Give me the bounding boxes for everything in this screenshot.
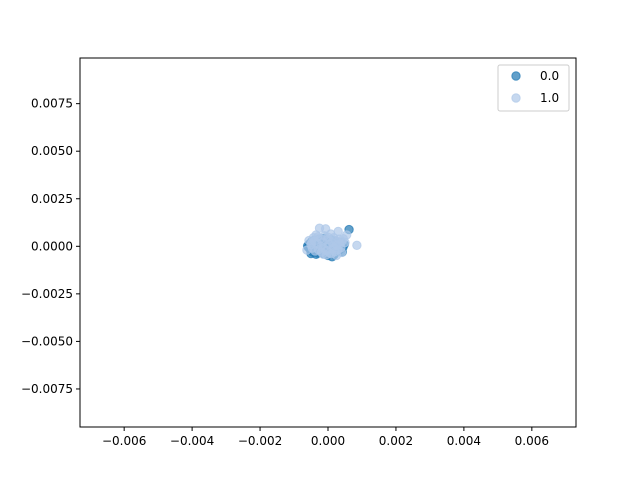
x-tick-label: 0.002 <box>379 434 413 448</box>
y-tick-label: 0.0025 <box>31 192 73 206</box>
legend-label: 1.0 <box>540 91 559 105</box>
data-point-series-1-40 <box>341 230 352 240</box>
points-layer <box>302 223 362 262</box>
data-point-series-1-39 <box>352 240 362 251</box>
y-tick-label: −0.0050 <box>21 334 73 348</box>
axes-layer: −0.006 −0.004 −0.002 0.000 0.002 0.004 0.006 −0… <box>21 57 577 448</box>
legend-label: 0.0 <box>540 69 559 83</box>
data-point-series-1-38 <box>328 241 338 252</box>
legend: 0.0 1.0 <box>497 64 570 112</box>
legend-marker <box>511 71 521 81</box>
y-tick-label: −0.0075 <box>21 382 73 396</box>
x-tick-label: 0.000 <box>311 434 345 448</box>
y-tick-label: 0.0050 <box>31 144 73 158</box>
data-point-series-1-47 <box>340 237 350 248</box>
x-tick-label: 0.006 <box>515 434 549 448</box>
x-tick-label: −0.004 <box>170 434 214 448</box>
data-point-series-1-35 <box>323 232 333 242</box>
x-tick-label: −0.006 <box>102 434 146 448</box>
x-tick-label: 0.004 <box>447 434 481 448</box>
y-tick-label: −0.0025 <box>21 287 73 301</box>
y-tick-label: 0.0000 <box>31 239 73 253</box>
data-point-series-1-45 <box>336 247 347 258</box>
data-point-series-1-37 <box>316 241 326 252</box>
data-point-series-1-46 <box>306 238 317 248</box>
y-tick-label: 0.0075 <box>31 97 73 111</box>
data-point-series-1-44 <box>318 249 328 259</box>
data-point-series-1-41 <box>333 226 343 237</box>
x-tick-label: −0.002 <box>238 434 282 448</box>
legend-marker <box>511 93 521 103</box>
